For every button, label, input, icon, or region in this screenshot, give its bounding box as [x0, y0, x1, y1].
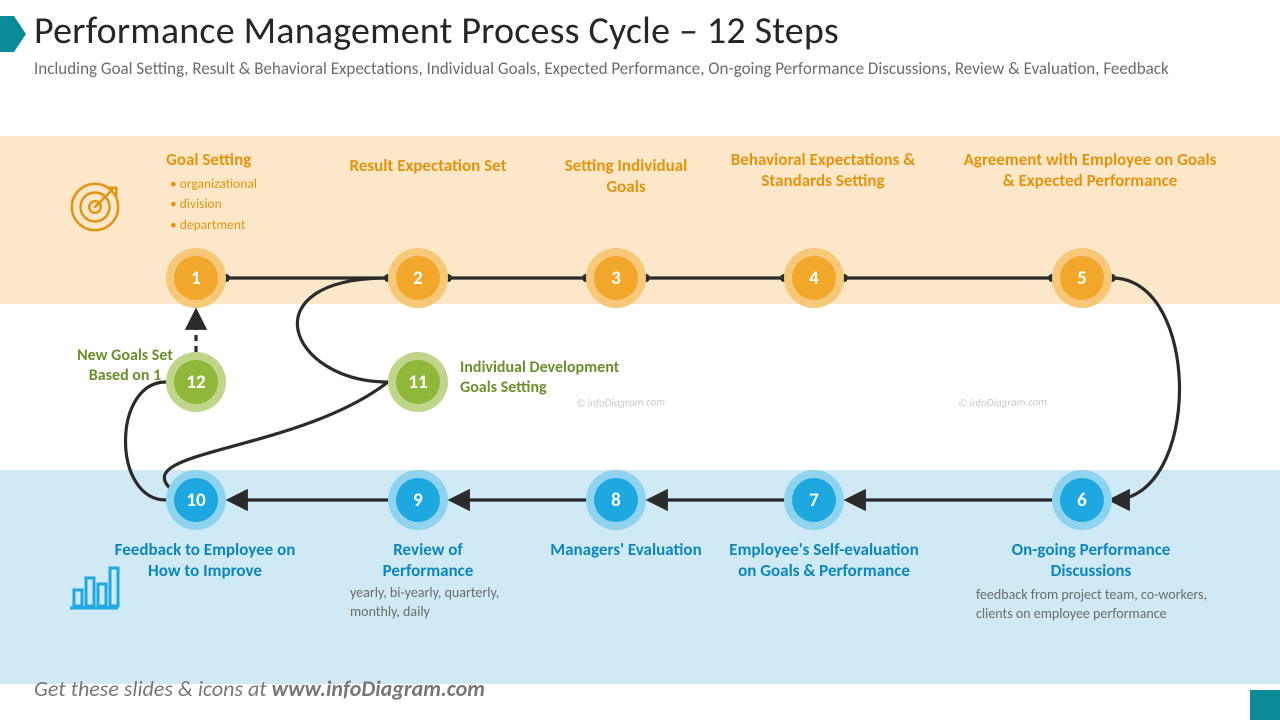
step-label-7: Employee's Self-evaluation on Goals & Pe…: [724, 540, 924, 581]
step-number: 9: [396, 478, 440, 522]
step-label-2: Result Expectation Set: [348, 156, 508, 177]
step-label-12: New Goals Set Based on 1: [58, 346, 192, 385]
step-node-7: 7: [784, 470, 844, 530]
step-node-3: 3: [586, 248, 646, 308]
step-bullets-1: organizationaldivisiondepartment: [170, 174, 257, 235]
step-label-1: Goal Setting: [166, 150, 316, 171]
step-node-11: 11: [388, 352, 448, 412]
step-label-8: Managers' Evaluation: [546, 540, 706, 561]
step-label-6: On-going Performance Discussions: [976, 540, 1206, 581]
step-number: 11: [396, 360, 440, 404]
step-number: 2: [396, 256, 440, 300]
corner-accent: [1250, 690, 1280, 720]
step-label-5: Agreement with Employee on Goals & Expec…: [960, 150, 1220, 191]
step-number: 3: [594, 256, 638, 300]
step-number: 1: [174, 256, 218, 300]
step-node-9: 9: [388, 470, 448, 530]
step-number: 5: [1060, 256, 1104, 300]
step-node-8: 8: [586, 470, 646, 530]
step-number: 4: [792, 256, 836, 300]
step-label-11: Individual Development Goals Setting: [460, 358, 650, 397]
step-number: 8: [594, 478, 638, 522]
footer-attribution: Get these slides & icons at www.infoDiag…: [34, 675, 485, 702]
step-number: 10: [174, 478, 218, 522]
step-number: 6: [1060, 478, 1104, 522]
step-sub-9: yearly, bi-yearly, quarterly, monthly, d…: [350, 584, 520, 622]
step-node-6: 6: [1052, 470, 1112, 530]
step-label-4: Behavioral Expectations & Standards Sett…: [718, 150, 928, 191]
target-icon: [66, 178, 124, 241]
step-node-1: 1: [166, 248, 226, 308]
step-node-10: 10: [166, 470, 226, 530]
step-node-2: 2: [388, 248, 448, 308]
step-label-10: Feedback to Employee on How to Improve: [110, 540, 300, 581]
step-label-9: Review of Performance: [348, 540, 508, 581]
footer-link: www.infoDiagram.com: [272, 675, 485, 702]
step-sub-6: feedback from project team, co-workers, …: [976, 586, 1224, 624]
step-node-5: 5: [1052, 248, 1112, 308]
footer-prefix: Get these slides & icons at: [34, 675, 272, 702]
step-label-3: Setting Individual Goals: [546, 156, 706, 197]
step-number: 7: [792, 478, 836, 522]
bar-chart-icon: [66, 556, 122, 617]
step-node-4: 4: [784, 248, 844, 308]
